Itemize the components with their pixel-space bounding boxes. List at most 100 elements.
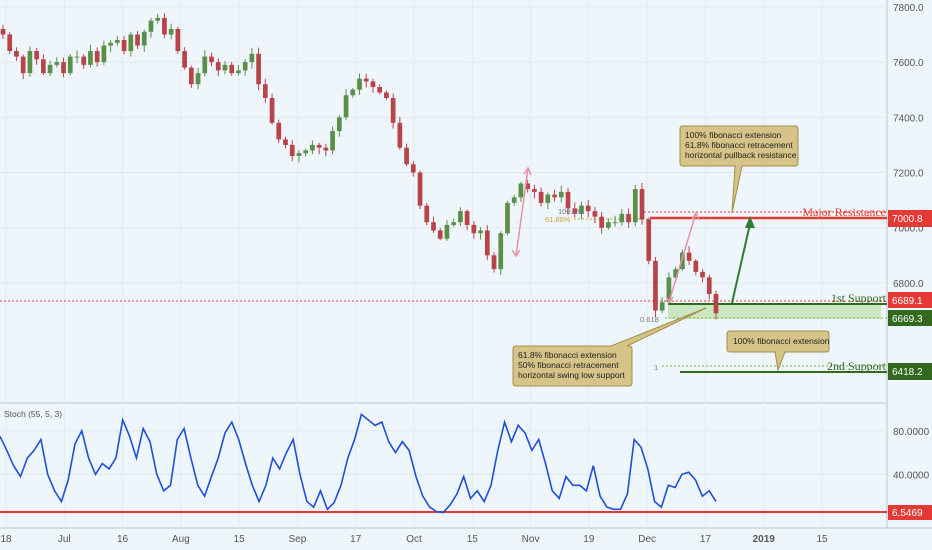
candle-body bbox=[666, 277, 672, 303]
candle-body bbox=[410, 164, 416, 173]
candle-body bbox=[114, 40, 120, 43]
support-note-line-1: 61.8% fibonacci extension bbox=[518, 350, 617, 360]
candle-body bbox=[384, 92, 389, 98]
pink-arrowtail-1 bbox=[511, 249, 521, 258]
candle-body bbox=[659, 302, 665, 311]
price-tick-label: 7000.0 bbox=[893, 224, 924, 235]
candle-body bbox=[0, 28, 6, 35]
candle-body bbox=[397, 122, 403, 148]
tag-stoch-level: 6.5469 bbox=[888, 505, 932, 520]
pink-swing-arrows bbox=[511, 166, 700, 304]
candle-body bbox=[195, 73, 201, 85]
candle-body bbox=[525, 183, 531, 190]
candle-body bbox=[323, 147, 329, 151]
candle-body bbox=[572, 208, 578, 214]
candle-body bbox=[20, 56, 26, 74]
candle-body bbox=[606, 222, 611, 228]
candle-body bbox=[262, 84, 268, 98]
candle-body bbox=[431, 222, 436, 231]
time-tick-label: 19 bbox=[583, 534, 595, 545]
tag-second-support: 6418.2 bbox=[888, 363, 932, 380]
candle-body bbox=[558, 191, 564, 198]
candle-body bbox=[148, 20, 154, 32]
candle-body bbox=[34, 51, 39, 60]
candle-body bbox=[632, 189, 638, 223]
candle-body bbox=[626, 213, 631, 223]
time-tick-label: Oct bbox=[406, 534, 422, 545]
pink-arrow-up-2 bbox=[668, 212, 697, 303]
candle-body bbox=[646, 219, 652, 261]
time-tick-label: Jul bbox=[58, 534, 71, 545]
tag-first-support-bg bbox=[888, 310, 932, 326]
green-arrow-shaft bbox=[731, 223, 751, 304]
price-tick-label: 7800.0 bbox=[893, 3, 924, 14]
stoch-tick-label: 80.0000 bbox=[893, 427, 930, 438]
resistance-note-line-1: 100% fibonacci extension bbox=[685, 130, 782, 140]
candle-body bbox=[532, 189, 537, 192]
time-tick-label: 15 bbox=[467, 534, 479, 545]
time-tick-label: 16 bbox=[117, 534, 129, 545]
tag-current-price: 6689.1 bbox=[888, 292, 932, 308]
candle-body bbox=[390, 97, 396, 123]
candle-body bbox=[491, 255, 497, 270]
candle-body bbox=[88, 51, 93, 65]
candle-body bbox=[653, 260, 658, 311]
stoch-tick-label: 40.0000 bbox=[893, 470, 930, 481]
candle-body bbox=[437, 230, 443, 239]
candle-body bbox=[686, 252, 692, 261]
candle-body bbox=[417, 172, 423, 206]
candle-body bbox=[552, 194, 557, 198]
candle-body bbox=[424, 205, 430, 223]
candle-body bbox=[484, 230, 490, 256]
pink-arrowhead-2 bbox=[691, 211, 700, 221]
price-tick-label: 6800.0 bbox=[893, 279, 924, 290]
pink-arrowhead-1 bbox=[523, 166, 532, 176]
fib-618-label: 61.80% bbox=[545, 215, 571, 224]
candle-body bbox=[639, 189, 645, 220]
time-tick-label: 18 bbox=[0, 534, 12, 545]
candle-body bbox=[619, 213, 625, 223]
candle-body bbox=[269, 97, 275, 123]
resistance-note: 100% fibonacci extension 61.8% fibonacci… bbox=[679, 125, 799, 214]
candle-body bbox=[370, 81, 376, 87]
candle-body bbox=[283, 139, 288, 145]
candle-body bbox=[215, 62, 221, 71]
fib-1-ext-label: 1 bbox=[654, 363, 658, 372]
candle-body bbox=[545, 194, 551, 203]
tag-first-support-text: 6669.3 bbox=[892, 314, 923, 325]
candle-body bbox=[67, 56, 73, 74]
candle-body bbox=[135, 34, 140, 46]
time-tick-label: Aug bbox=[172, 534, 190, 545]
candle-body bbox=[121, 40, 127, 52]
price-tick-label: 7200.0 bbox=[893, 169, 924, 180]
candle-body bbox=[363, 78, 369, 82]
candle-body bbox=[81, 56, 87, 65]
candle-body bbox=[141, 31, 147, 46]
fib-0618-ext-label: 0.618 bbox=[640, 315, 659, 324]
candle-body bbox=[377, 86, 383, 93]
time-tick-label: 15 bbox=[816, 534, 828, 545]
candle-body bbox=[27, 51, 33, 74]
second-support-note-line-1: 100% fibonacci extension bbox=[733, 336, 830, 346]
candle-body bbox=[330, 131, 335, 151]
candle-body bbox=[478, 230, 483, 234]
candle-body bbox=[592, 211, 598, 217]
tag-current-price-bg bbox=[888, 292, 932, 308]
candle-body bbox=[108, 42, 113, 46]
green-arrowhead bbox=[745, 216, 755, 228]
candle-body bbox=[336, 117, 342, 132]
candle-body bbox=[41, 59, 46, 74]
time-tick-label: Sep bbox=[289, 534, 307, 545]
first-support-label: 1st Support bbox=[831, 291, 887, 305]
price-tick-label: 7400.0 bbox=[893, 113, 924, 124]
candle-body bbox=[168, 28, 174, 35]
tag-current-price-text: 6689.1 bbox=[892, 296, 923, 307]
candle-body bbox=[612, 222, 618, 224]
resistance-note-bubble bbox=[679, 125, 799, 214]
candle-body bbox=[518, 183, 524, 198]
candle-body bbox=[94, 51, 100, 63]
second-support-label: 2nd Support bbox=[827, 359, 887, 373]
stoch-title: Stoch (55, 5, 3) bbox=[4, 409, 62, 419]
candle-body bbox=[229, 64, 235, 74]
candle-body bbox=[289, 144, 295, 156]
